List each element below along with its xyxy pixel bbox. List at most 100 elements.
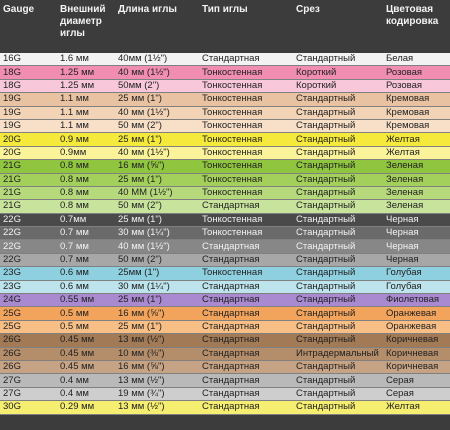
cell-length: 40мм (1½") — [115, 53, 199, 67]
cell-color-coding: Кремовая — [383, 92, 450, 107]
table-row: 27G 0.4 мм 13 мм (½") Стандартная Стандартны… — [0, 373, 450, 388]
cell-length: 30 мм (1¼") — [115, 226, 199, 241]
needle-gauge-table: 16G 1.6 мм 40мм (1½") Стандартная Стандартны… — [0, 53, 450, 415]
cell-outer-diameter: 0.29 мм — [57, 400, 115, 415]
cell-gauge: 22G — [0, 239, 57, 254]
cell-outer-diameter: 0.45 мм — [57, 360, 115, 375]
cell-color-coding: Кремовая — [383, 119, 450, 134]
table-row: 20G 0.9мм 40 мм (1½") Тонкостенная Стандартн… — [0, 146, 450, 161]
cell-type: Тонкостенная — [199, 79, 293, 94]
cell-bevel: Стандартный — [293, 400, 383, 415]
cell-gauge: 23G — [0, 266, 57, 281]
cell-type: Тонкостенная — [199, 226, 293, 241]
cell-gauge: 19G — [0, 106, 57, 120]
cell-color-coding: Кремовая — [383, 106, 450, 120]
cell-type: Стандартная — [199, 387, 293, 402]
cell-type: Стандартная — [199, 253, 293, 268]
cell-outer-diameter: 0.7мм — [57, 213, 115, 228]
cell-outer-diameter: 1.6 мм — [57, 53, 115, 67]
cell-type: Стандартная — [199, 199, 293, 214]
cell-type: Тонкостенная — [199, 106, 293, 120]
cell-length: 40 мм (1½") — [115, 146, 199, 161]
cell-length: 40 мм (1½") — [115, 106, 199, 120]
table-row: 25G 0.5 мм 25 мм (1") Стандартная Стандартны… — [0, 320, 450, 335]
table-header: Gauge Внешний диаметр иглы Длина иглы Ти… — [0, 0, 450, 53]
cell-length: 16 мм (⅝") — [115, 159, 199, 174]
cell-outer-diameter: 0.6 мм — [57, 280, 115, 295]
cell-outer-diameter: 0.55 мм — [57, 293, 115, 308]
cell-gauge: 21G — [0, 186, 57, 201]
table-row: 27G 0.4 мм 19 мм (¾") Стандартная Стандартны… — [0, 387, 450, 402]
cell-outer-diameter: 0.9мм — [57, 146, 115, 161]
cell-bevel: Стандартный — [293, 266, 383, 281]
cell-bevel: Стандартный — [293, 253, 383, 268]
table-row: 16G 1.6 мм 40мм (1½") Стандартная Стандартны… — [0, 53, 450, 67]
cell-gauge: 19G — [0, 119, 57, 134]
cell-bevel: Стандартный — [293, 173, 383, 187]
cell-type: Тонкостенная — [199, 186, 293, 201]
cell-outer-diameter: 0.8 мм — [57, 186, 115, 201]
cell-outer-diameter: 1.25 мм — [57, 79, 115, 94]
cell-length: 25 мм (1") — [115, 92, 199, 107]
cell-gauge: 22G — [0, 213, 57, 228]
cell-type: Стандартная — [199, 400, 293, 415]
cell-gauge: 16G — [0, 53, 57, 67]
table-row: 19G 1.1 мм 50 мм (2") Тонкостенная Стандартн… — [0, 119, 450, 134]
cell-bevel: Стандартный — [293, 106, 383, 120]
cell-color-coding: Зеленая — [383, 186, 450, 201]
cell-color-coding: Зеленая — [383, 199, 450, 214]
cell-gauge: 25G — [0, 320, 57, 335]
table-row: 30G 0.29 мм 13 мм (½") Стандартная Стандартн… — [0, 400, 450, 415]
cell-gauge: 21G — [0, 159, 57, 174]
table-row: 23G 0.6 мм 30 мм (1¼") Стандартная Стандартн… — [0, 280, 450, 295]
cell-type: Стандартная — [199, 239, 293, 254]
cell-type: Тонкостенная — [199, 132, 293, 147]
cell-color-coding: Черная — [383, 239, 450, 254]
cell-gauge: 18G — [0, 65, 57, 80]
cell-bevel: Стандартный — [293, 159, 383, 174]
cell-outer-diameter: 0.5 мм — [57, 320, 115, 335]
cell-length: 25мм (1") — [115, 266, 199, 281]
cell-color-coding: Голубая — [383, 266, 450, 281]
cell-bevel: Стандартный — [293, 306, 383, 321]
cell-outer-diameter: 0.45 мм — [57, 347, 115, 361]
cell-type: Тонкостенная — [199, 146, 293, 161]
cell-length: 40 мм (1½") — [115, 65, 199, 80]
cell-bevel: Стандартный — [293, 360, 383, 375]
cell-outer-diameter: 0.45 мм — [57, 333, 115, 348]
cell-length: 25 мм (1") — [115, 320, 199, 335]
cell-type: Тонкостенная — [199, 119, 293, 134]
cell-length: 25 мм (1") — [115, 293, 199, 308]
cell-color-coding: Коричневая — [383, 360, 450, 375]
cell-type: Тонкостенная — [199, 65, 293, 80]
cell-length: 19 мм (¾") — [115, 387, 199, 402]
table-row: 26G 0.45 мм 13 мм (½") Стандартная Стандартн… — [0, 333, 450, 348]
cell-color-coding: Серая — [383, 373, 450, 388]
table-row: 20G 0.9 мм 25 мм (1") Тонкостенная Стандартн… — [0, 132, 450, 147]
cell-color-coding: Желтая — [383, 146, 450, 161]
cell-type: Стандартная — [199, 293, 293, 308]
table-row: 18G 1.25 мм 50мм (2") Тонкостенная Короткий Р… — [0, 79, 450, 94]
cell-color-coding: Розовая — [383, 79, 450, 94]
cell-bevel: Стандартный — [293, 320, 383, 335]
table-row: 22G 0.7 мм 50 мм (2") Стандартная Стандартны… — [0, 253, 450, 268]
cell-outer-diameter: 0.7 мм — [57, 253, 115, 268]
cell-outer-diameter: 0.5 мм — [57, 306, 115, 321]
cell-outer-diameter: 0.4 мм — [57, 387, 115, 402]
header-bevel: Срез — [296, 4, 320, 15]
table-row: 22G 0.7 мм 30 мм (1¼") Тонкостенная Стандарт… — [0, 226, 450, 241]
cell-length: 13 мм (½") — [115, 400, 199, 415]
cell-bevel: Стандартный — [293, 387, 383, 402]
table-row: 21G 0.8 мм 16 мм (⅝") Тонкостенная Стандартн… — [0, 159, 450, 174]
cell-color-coding: Оранжевая — [383, 320, 450, 335]
cell-type: Тонкостенная — [199, 159, 293, 174]
cell-length: 25 мм (1") — [115, 213, 199, 228]
cell-outer-diameter: 0.8 мм — [57, 199, 115, 214]
cell-outer-diameter: 0.8 мм — [57, 173, 115, 187]
header-length: Длина иглы — [118, 4, 177, 15]
cell-gauge: 20G — [0, 132, 57, 147]
cell-bevel: Стандартный — [293, 293, 383, 308]
table-row: 19G 1.1 мм 40 мм (1½") Тонкостенная Стандарт… — [0, 106, 450, 120]
cell-length: 13 мм (½") — [115, 373, 199, 388]
table-row: 21G 0.8 мм 40 ММ (1½") Тонкостенная Стандарт… — [0, 186, 450, 201]
